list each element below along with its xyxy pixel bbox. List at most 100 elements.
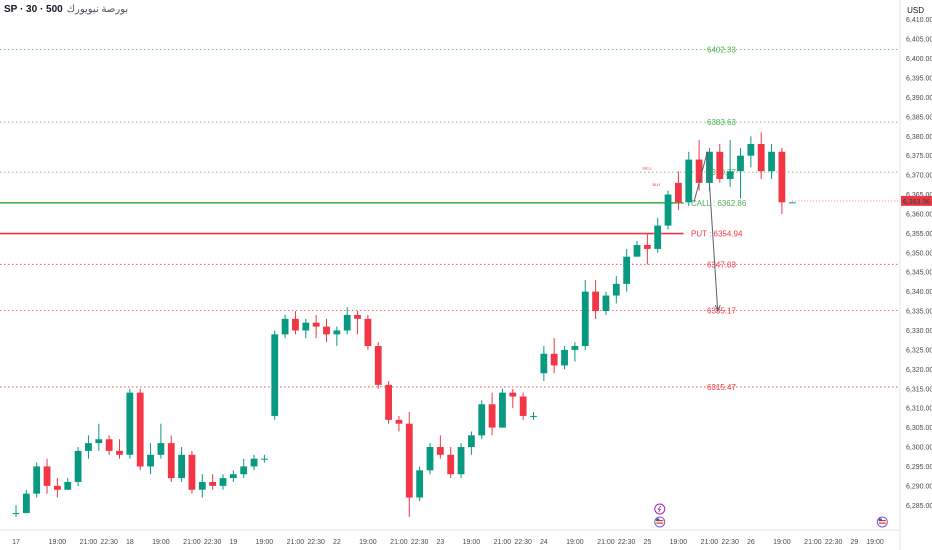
level-label: CALL : 6362.86 <box>691 199 747 208</box>
candle <box>778 147 786 214</box>
time-tick-label: 29 <box>850 539 858 546</box>
time-tick-label: 21:00 <box>183 539 201 546</box>
time-tick-label: 24 <box>540 539 548 546</box>
candle <box>312 314 320 339</box>
candle <box>499 388 506 428</box>
time-tick-label: 21:00 <box>701 539 719 546</box>
candle <box>540 346 548 381</box>
candle <box>405 412 413 517</box>
price-tick-label: 6,320.00 <box>906 367 932 374</box>
level-label: 6347.03 <box>707 260 736 269</box>
time-tick-label: 21:00 <box>804 539 822 546</box>
time-tick-label: 22:30 <box>514 539 532 546</box>
time-tick-label: 19:00 <box>463 539 481 546</box>
price-tick-label: 6,410.00 <box>906 17 932 24</box>
candle-body <box>457 447 465 475</box>
candle <box>478 400 486 440</box>
candle-body <box>167 443 175 479</box>
candle <box>126 388 134 459</box>
candle-body <box>519 396 527 416</box>
price-tick-label: 6,305.00 <box>906 425 932 432</box>
candle <box>167 435 175 482</box>
time-tick-label: 26 <box>747 539 755 546</box>
candle-body <box>768 151 775 172</box>
candle <box>519 392 527 420</box>
symbol-label: SP · 30 · 500 <box>4 4 63 15</box>
price-tick-label: 6,375.00 <box>906 153 932 160</box>
candle <box>654 217 662 253</box>
candle <box>12 505 20 517</box>
price-tick-label: 6,345.00 <box>906 270 932 277</box>
candle <box>33 462 41 498</box>
candle-body <box>385 384 392 420</box>
candle-body <box>726 171 734 179</box>
time-tick-label: 18 <box>126 539 134 546</box>
candle <box>229 470 237 482</box>
candle-body <box>364 318 372 347</box>
level-label: 6383.63 <box>707 118 736 127</box>
price-tick-label: 6,300.00 <box>906 445 932 452</box>
candle <box>768 144 775 179</box>
candle <box>633 241 641 257</box>
level-label: 6315.47 <box>707 383 736 392</box>
candle-body <box>74 450 82 482</box>
candle <box>64 478 72 490</box>
candle-body <box>685 159 693 203</box>
time-tick-label: 22:30 <box>825 539 843 546</box>
candle-body <box>757 144 765 172</box>
candle <box>261 454 268 463</box>
candle <box>602 291 610 315</box>
candle-body <box>633 245 641 257</box>
candle-body <box>250 458 258 467</box>
time-tick-label: 21:00 <box>287 539 305 546</box>
candle <box>623 248 631 292</box>
candle-body <box>581 291 589 347</box>
candle-body <box>126 392 134 455</box>
time-tick-label: 19:00 <box>359 539 377 546</box>
candle-body <box>405 423 413 498</box>
price-tick-label: 6,310.00 <box>906 406 932 413</box>
candle-body <box>612 283 620 296</box>
candle <box>509 388 517 409</box>
candle <box>136 388 144 471</box>
candle-body <box>426 447 434 471</box>
candle <box>43 458 51 494</box>
price-tick-label: 6,390.00 <box>906 95 932 102</box>
time-tick-label: 21:00 <box>390 539 408 546</box>
candle <box>240 458 248 479</box>
candle-body <box>157 443 165 455</box>
price-tick-label: 6,400.00 <box>906 56 932 63</box>
candle-body <box>716 151 724 179</box>
candle <box>281 314 289 339</box>
candle <box>716 144 724 183</box>
candle-body <box>592 291 599 312</box>
time-tick-label: 19:00 <box>256 539 274 546</box>
sell-annotation: SELL <box>642 165 653 170</box>
time-tick-label: 23 <box>436 539 444 546</box>
candle-body <box>664 194 672 226</box>
us-flag-event-icon <box>654 516 666 528</box>
time-tick-label: 22 <box>333 539 341 546</box>
candle-body <box>209 481 217 486</box>
time-tick-label: 21:00 <box>494 539 512 546</box>
price-tick-label: 6,335.00 <box>906 309 932 316</box>
candle <box>550 338 558 374</box>
candle-body <box>416 470 424 498</box>
candle-body <box>64 481 72 490</box>
price-tick-label: 6,330.00 <box>906 328 932 335</box>
candle-body <box>198 481 206 490</box>
level-label: PUT : 6354.94 <box>691 230 743 239</box>
candle <box>333 326 341 347</box>
candle <box>612 276 620 304</box>
price-tick-label: 6,380.00 <box>906 134 932 141</box>
candle <box>675 171 682 211</box>
candle-body <box>468 435 475 448</box>
candle <box>364 314 372 350</box>
candle-body <box>550 353 558 366</box>
time-tick-label: 25 <box>643 539 651 546</box>
candle <box>209 474 217 490</box>
candle-body <box>695 159 703 183</box>
candle-body <box>778 151 786 203</box>
time-tick-label: 19:00 <box>566 539 584 546</box>
